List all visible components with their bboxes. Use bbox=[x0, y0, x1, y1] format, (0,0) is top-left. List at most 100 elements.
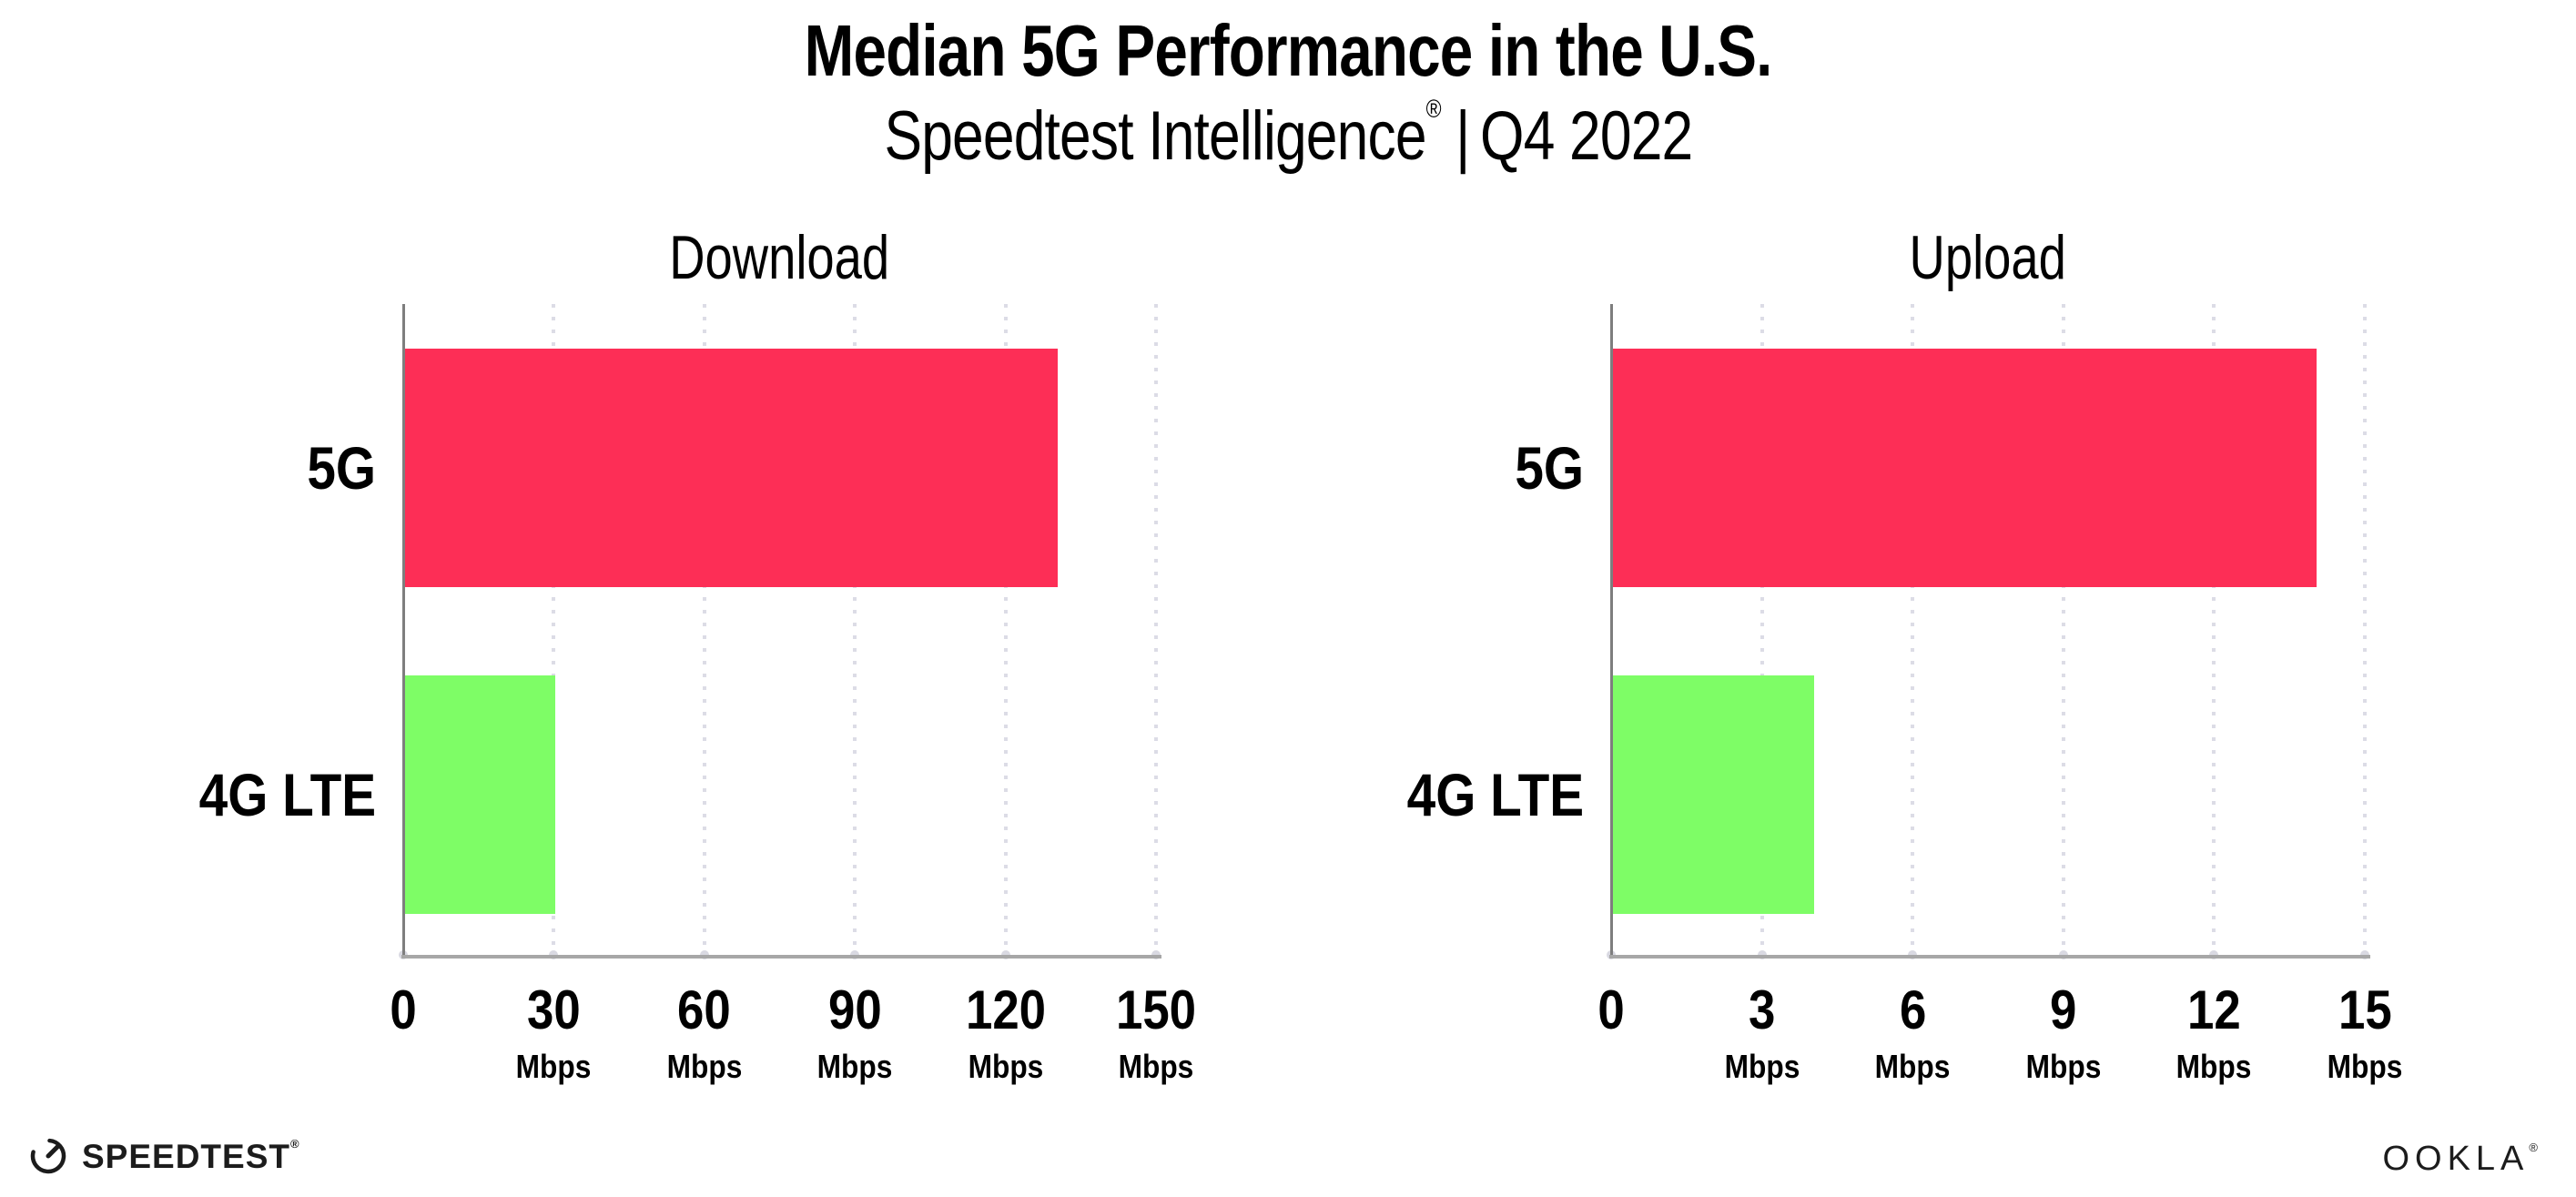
x-tick-download-0: 0 bbox=[388, 981, 418, 1040]
gridline-upload-12 bbox=[2212, 304, 2216, 953]
category-label-4g-lte-download: 4G LTE bbox=[48, 758, 376, 831]
x-tick-value-text-download-30: 30 bbox=[527, 979, 581, 1040]
x-tick-unit-upload-6: Mbps bbox=[1870, 1049, 1955, 1085]
x-tick-value-text-upload-15: 15 bbox=[2338, 979, 2392, 1040]
x-tick-value-text-upload-0: 0 bbox=[1597, 979, 1625, 1040]
x-tick-unit-download-60: Mbps bbox=[662, 1049, 747, 1085]
x-tick-value-download-30: 30 bbox=[511, 981, 596, 1040]
page-title: Median 5G Performance in the U.S. bbox=[0, 9, 2576, 93]
x-axis-download bbox=[401, 955, 1161, 959]
x-tick-unit-download-90: Mbps bbox=[812, 1049, 898, 1085]
x-tick-unit-text-upload-6: Mbps bbox=[1874, 1048, 1951, 1085]
x-tick-upload-9: 9 Mbps bbox=[2021, 981, 2106, 1085]
x-tick-upload-15: 15 Mbps bbox=[2322, 981, 2408, 1085]
gridline-upload-6 bbox=[1911, 304, 1915, 953]
subtitle-period: Q4 2022 bbox=[1479, 97, 1693, 175]
x-tick-value-text-download-90: 90 bbox=[827, 979, 882, 1040]
subtitle-brand: Speedtest Intelligence bbox=[884, 97, 1426, 175]
page-subtitle: Speedtest Intelligence® | Q4 2022 bbox=[0, 95, 2576, 176]
x-tick-value-text-download-0: 0 bbox=[390, 979, 417, 1040]
ookla-logo: OOKLA® bbox=[2382, 1140, 2538, 1179]
gridline-download-30 bbox=[552, 304, 556, 953]
bar-5g-upload bbox=[1613, 348, 2317, 587]
x-tick-value-upload-12: 12 bbox=[2171, 981, 2257, 1040]
bar-4g-lte-upload bbox=[1613, 675, 1814, 915]
panel-title-text-download: Download bbox=[669, 223, 890, 292]
category-label-text-5g-upload: 5G bbox=[1515, 433, 1584, 502]
x-tick-unit-download-120: Mbps bbox=[960, 1049, 1051, 1085]
category-label-text-5g-download: 5G bbox=[307, 433, 376, 502]
speedtest-wordmark: SPEEDTEST® bbox=[82, 1137, 300, 1176]
x-tick-value-text-upload-12: 12 bbox=[2187, 979, 2241, 1040]
page-title-text: Median 5G Performance in the U.S. bbox=[804, 10, 1773, 91]
x-tick-value-text-download-120: 120 bbox=[965, 979, 1046, 1040]
x-tick-unit-text-upload-9: Mbps bbox=[2025, 1048, 2102, 1085]
x-tick-value-text-upload-3: 3 bbox=[1748, 979, 1776, 1040]
gridline-upload-3 bbox=[1760, 304, 1764, 953]
x-tick-unit-download-150: Mbps bbox=[1111, 1049, 1202, 1085]
x-tick-unit-text-download-60: Mbps bbox=[666, 1048, 743, 1085]
ookla-wordmark: OOKLA bbox=[2382, 1140, 2530, 1178]
x-tick-value-text-upload-6: 6 bbox=[1899, 979, 1926, 1040]
x-tick-download-120: 120 Mbps bbox=[960, 981, 1051, 1085]
x-tick-unit-text-download-30: Mbps bbox=[516, 1048, 592, 1085]
speedtest-label: SPEEDTEST bbox=[82, 1137, 290, 1175]
category-label-5g-upload: 5G bbox=[1256, 431, 1584, 504]
x-tick-value-upload-9: 9 bbox=[2021, 981, 2106, 1040]
category-label-5g-download: 5G bbox=[48, 431, 376, 504]
gridline-download-120 bbox=[1003, 304, 1008, 953]
gridline-download-90 bbox=[853, 304, 857, 953]
x-tick-value-download-60: 60 bbox=[662, 981, 747, 1040]
x-tick-unit-text-download-150: Mbps bbox=[1118, 1048, 1194, 1085]
bar-4g-lte-download bbox=[405, 675, 556, 915]
x-tick-value-text-download-60: 60 bbox=[677, 979, 732, 1040]
x-axis-upload bbox=[1609, 955, 2370, 959]
x-tick-unit-text-upload-12: Mbps bbox=[2176, 1048, 2252, 1085]
x-tick-unit-text-download-120: Mbps bbox=[968, 1048, 1043, 1085]
panel-title-upload: Upload bbox=[1611, 222, 2365, 293]
y-axis-download bbox=[402, 304, 405, 959]
x-tick-unit-text-download-90: Mbps bbox=[816, 1048, 893, 1085]
x-tick-value-upload-0: 0 bbox=[1596, 981, 1626, 1040]
registered-mark: ® bbox=[1425, 95, 1441, 123]
x-tick-unit-text-upload-3: Mbps bbox=[1724, 1048, 1800, 1085]
panel-title-download: Download bbox=[403, 222, 1156, 293]
x-tick-upload-6: 6 Mbps bbox=[1870, 981, 1955, 1085]
x-tick-value-upload-3: 3 bbox=[1719, 981, 1805, 1040]
page-subtitle-text: Speedtest Intelligence® | Q4 2022 bbox=[884, 95, 1693, 176]
x-tick-value-download-90: 90 bbox=[812, 981, 898, 1040]
x-tick-download-60: 60 Mbps bbox=[662, 981, 747, 1085]
x-tick-value-text-upload-9: 9 bbox=[2050, 979, 2077, 1040]
x-tick-value-text-download-150: 150 bbox=[1115, 979, 1197, 1040]
x-tick-unit-download-30: Mbps bbox=[511, 1049, 596, 1085]
x-tick-value-download-150: 150 bbox=[1111, 981, 1202, 1040]
x-tick-unit-upload-15: Mbps bbox=[2322, 1049, 2408, 1085]
x-tick-download-90: 90 Mbps bbox=[812, 981, 898, 1085]
ookla-trademark: ® bbox=[2529, 1141, 2538, 1154]
gridline-upload-9 bbox=[2061, 304, 2065, 953]
x-tick-unit-upload-12: Mbps bbox=[2171, 1049, 2257, 1085]
gridline-upload-15 bbox=[2363, 304, 2367, 953]
x-tick-value-download-120: 120 bbox=[960, 981, 1051, 1040]
x-tick-download-150: 150 Mbps bbox=[1111, 981, 1202, 1085]
bar-5g-download bbox=[405, 348, 1058, 587]
x-tick-value-upload-15: 15 bbox=[2322, 981, 2408, 1040]
x-tick-unit-text-upload-15: Mbps bbox=[2327, 1048, 2403, 1085]
gridline-download-150 bbox=[1154, 304, 1158, 953]
x-tick-value-upload-6: 6 bbox=[1870, 981, 1955, 1040]
speedtest-logo: SPEEDTEST® bbox=[27, 1135, 300, 1177]
category-label-text-4g-lte-upload: 4G LTE bbox=[1406, 761, 1584, 829]
subtitle-separator: | bbox=[1455, 97, 1470, 175]
x-tick-unit-upload-9: Mbps bbox=[2021, 1049, 2106, 1085]
gridline-download-60 bbox=[702, 304, 706, 953]
category-label-text-4g-lte-download: 4G LTE bbox=[198, 761, 376, 829]
x-tick-upload-12: 12 Mbps bbox=[2171, 981, 2257, 1085]
x-tick-value-download-0: 0 bbox=[388, 981, 418, 1040]
x-tick-upload-3: 3 Mbps bbox=[1719, 981, 1805, 1085]
y-axis-upload bbox=[1610, 304, 1613, 959]
panel-title-text-upload: Upload bbox=[1909, 223, 2067, 292]
category-label-4g-lte-upload: 4G LTE bbox=[1256, 758, 1584, 831]
x-tick-upload-0: 0 bbox=[1596, 981, 1626, 1040]
x-tick-unit-upload-3: Mbps bbox=[1719, 1049, 1805, 1085]
x-tick-download-30: 30 Mbps bbox=[511, 981, 596, 1085]
